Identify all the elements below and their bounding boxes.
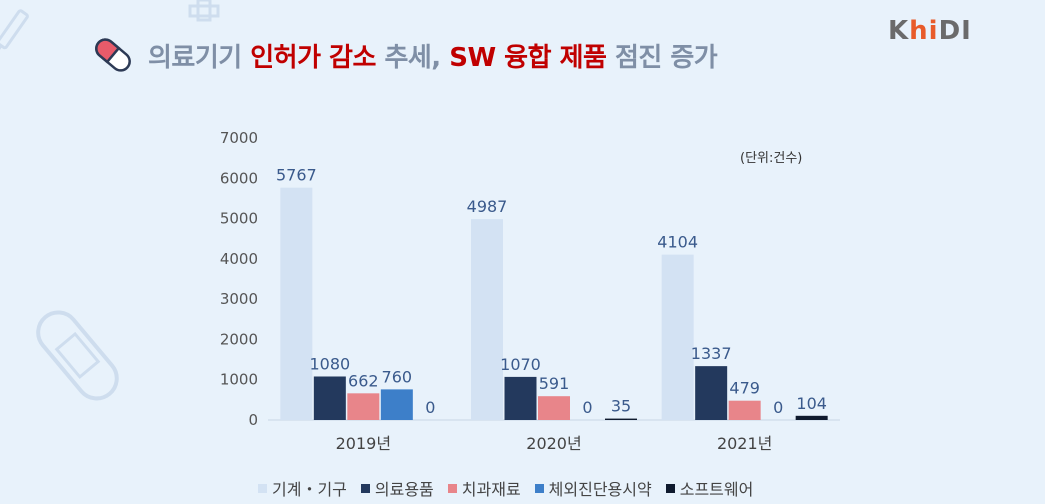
bar <box>538 396 570 420</box>
data-label: 4987 <box>467 197 508 216</box>
x-tick-label: 2019년 <box>336 434 391 453</box>
data-label: 4104 <box>657 233 698 252</box>
title-part: SW 융합 제품 <box>449 42 607 73</box>
bar <box>471 219 503 420</box>
y-tick-label: 5000 <box>220 210 258 228</box>
data-label: 35 <box>611 397 631 416</box>
legend-item: 기계・기구 <box>258 476 347 500</box>
bandage-icon <box>36 310 119 401</box>
data-label: 0 <box>773 398 783 417</box>
legend-item: 체외진단용시약 <box>534 476 652 500</box>
legend-label: 기계・기구 <box>272 480 347 499</box>
y-tick-label: 0 <box>248 411 258 429</box>
y-tick-label: 6000 <box>220 169 258 187</box>
bar <box>661 254 694 420</box>
data-label: 760 <box>382 367 413 386</box>
logo-text-k: K <box>888 16 910 46</box>
legend-label: 소프트웨어 <box>679 480 754 499</box>
legend-swatch <box>534 483 544 493</box>
bar <box>728 400 761 420</box>
title-part: 인허가 감소 <box>250 42 376 73</box>
data-label: 1337 <box>691 344 732 363</box>
bar <box>504 376 537 420</box>
bar <box>795 415 828 420</box>
data-label: 104 <box>796 394 827 413</box>
data-label: 479 <box>729 379 760 398</box>
y-tick-label: 3000 <box>220 290 258 308</box>
logo-text-di: DI <box>938 16 972 46</box>
data-label: 662 <box>348 371 379 390</box>
bar <box>347 393 380 420</box>
legend-label: 의료용품 <box>374 480 434 499</box>
bar <box>313 376 346 420</box>
khidi-logo: KhiDI <box>888 16 972 46</box>
y-tick-label: 2000 <box>220 330 258 348</box>
syringe-icon <box>0 9 29 59</box>
legend-swatch <box>447 483 457 493</box>
page-title: 의료기기 인허가 감소 추세, SW 융합 제품 점진 증가 <box>148 37 718 74</box>
legend-label: 체외진단용시약 <box>548 480 652 499</box>
data-label: 5767 <box>276 166 317 185</box>
x-tick-label: 2021년 <box>717 434 772 453</box>
logo-text-hi: hi <box>909 16 939 46</box>
legend-swatch <box>665 483 675 493</box>
y-tick-label: 1000 <box>220 371 258 389</box>
unit-note: (단위:건수) <box>740 151 803 166</box>
data-label: 1080 <box>309 354 350 373</box>
title-part: 점진 증가 <box>606 42 718 73</box>
data-label: 1070 <box>500 355 541 374</box>
legend-swatch <box>258 483 267 493</box>
title-part: 의료기기 <box>148 42 251 73</box>
chart-legend: 기계・기구 의료용품 치과재료 체외진단용시약 소프트웨어 <box>258 476 767 500</box>
bar <box>695 366 728 420</box>
legend-label: 치과재료 <box>461 480 521 499</box>
pill-icon <box>95 38 131 72</box>
bar <box>380 389 413 420</box>
legend-item: 소프트웨어 <box>665 476 754 500</box>
bar <box>605 418 637 420</box>
data-label: 0 <box>582 398 592 417</box>
y-tick-label: 4000 <box>220 250 258 268</box>
legend-item: 의료용품 <box>360 476 434 500</box>
legend-swatch <box>360 483 370 493</box>
data-label: 0 <box>425 398 435 417</box>
legend-item: 치과재료 <box>447 476 521 500</box>
y-tick-label: 7000 <box>220 129 258 147</box>
bar <box>280 187 313 420</box>
header: 의료기기 인허가 감소 추세, SW 융합 제품 점진 증가 <box>92 30 718 80</box>
data-label: 591 <box>539 374 570 393</box>
title-part: 추세, <box>375 42 450 73</box>
x-tick-label: 2020년 <box>526 434 581 453</box>
cross-icon <box>188 0 220 22</box>
